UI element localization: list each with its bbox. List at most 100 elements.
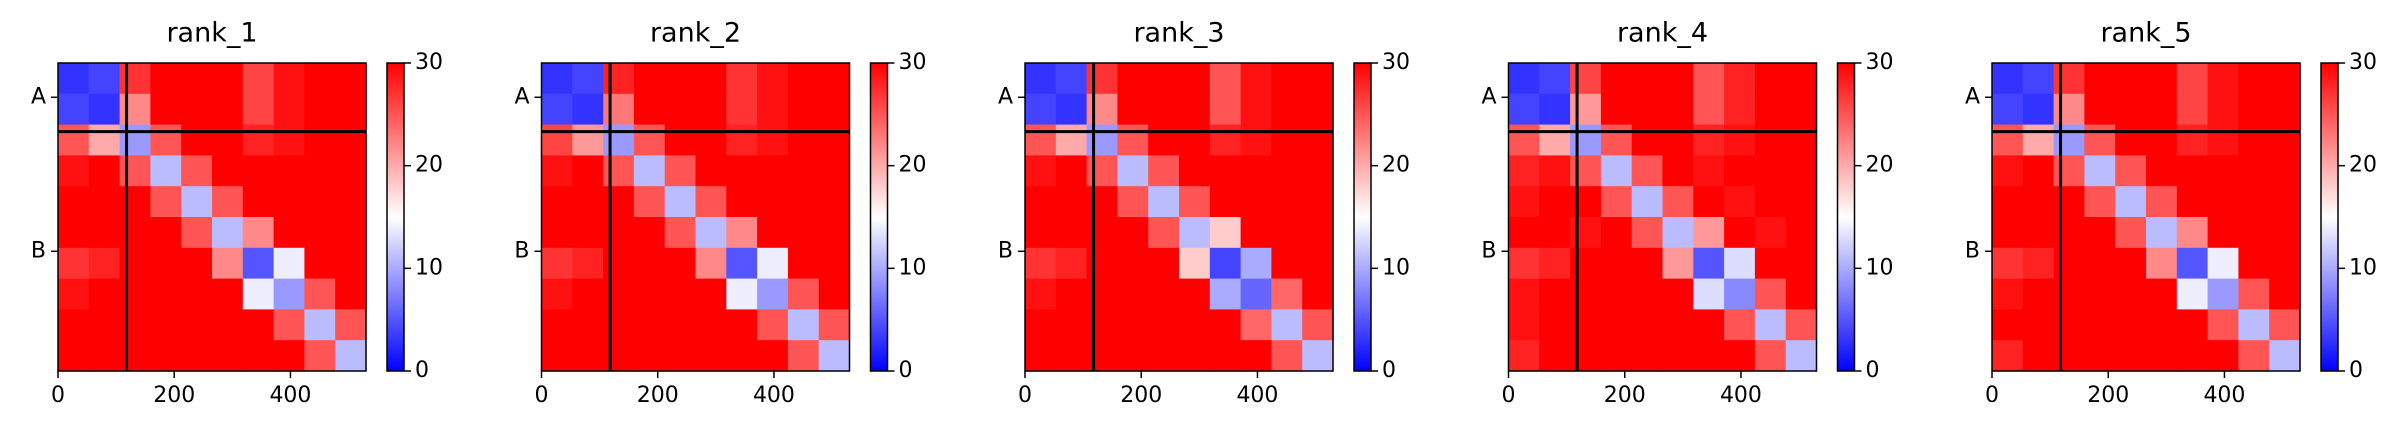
heatmap-cell — [757, 278, 789, 310]
heatmap-cell — [304, 155, 336, 187]
heatmap-cell — [2176, 93, 2209, 126]
colorbar-tick-label: 10 — [899, 255, 927, 280]
heatmap-cell — [1693, 63, 1725, 95]
heatmap-cell — [787, 247, 820, 280]
heatmap-cell — [1302, 93, 1334, 126]
heatmap-cell — [273, 63, 305, 95]
heatmap-cell — [242, 309, 275, 341]
heatmap-cell — [787, 309, 820, 341]
heatmap-cell — [2269, 186, 2301, 218]
heatmap-cell — [603, 217, 635, 249]
heatmap-cell — [2238, 247, 2270, 280]
heatmap-cell — [1302, 309, 1334, 341]
heatmap-cell — [1179, 217, 1211, 249]
heatmap-cell — [335, 217, 367, 249]
heatmap-cell — [1117, 155, 1149, 187]
heatmap-cell — [335, 278, 367, 310]
heatmap-cell — [1539, 340, 1571, 372]
colorbar-tick-label: 10 — [2349, 255, 2377, 280]
heatmap-cell — [88, 155, 121, 187]
heatmap-cell — [1992, 340, 2024, 372]
heatmap-cell — [603, 155, 635, 187]
heatmap-cell — [757, 124, 789, 156]
heatmap-cell — [2269, 309, 2301, 341]
heatmap-cell — [304, 247, 336, 280]
heatmap-cell — [541, 63, 573, 95]
heatmap-cell — [541, 186, 573, 218]
heatmap-cell — [212, 278, 244, 310]
heatmap-cell — [1600, 93, 1633, 126]
heatmap-cell — [119, 217, 151, 249]
heatmap-cell — [1662, 340, 1694, 372]
heatmap-cell — [2207, 247, 2239, 280]
heatmap-cell — [58, 63, 90, 95]
heatmap-cell — [1724, 278, 1756, 310]
heatmap-cell — [1025, 93, 1057, 126]
heatmap-cell — [2053, 186, 2085, 218]
heatmap-cell — [1086, 124, 1118, 156]
heatmap-cell — [2053, 340, 2085, 372]
heatmap-cell — [726, 340, 758, 372]
heatmap-cell — [2207, 309, 2239, 341]
heatmap-cell — [1240, 93, 1272, 126]
heatmap-cell — [1631, 217, 1664, 249]
heatmap-cell — [1631, 186, 1664, 218]
heatmap-cell — [304, 63, 336, 95]
heatmap-cell — [1117, 93, 1149, 126]
heatmap-cell — [1631, 309, 1664, 341]
heatmap-cell — [603, 278, 635, 310]
x-tick-label: 0 — [1018, 383, 1032, 408]
heatmap-cell — [603, 186, 635, 218]
heatmap-cell — [150, 340, 182, 372]
heatmap-cell — [58, 155, 90, 187]
heatmap-cell — [1055, 309, 1088, 341]
heatmap-cell — [1785, 124, 1818, 156]
heatmap-cell — [664, 124, 697, 156]
heatmap-cell — [273, 155, 305, 187]
heatmap-cell — [1600, 340, 1633, 372]
heatmap-cell — [212, 155, 244, 187]
heatmap-cell — [818, 340, 851, 372]
heatmap-cell — [1025, 278, 1057, 310]
heatmap-cell — [1785, 93, 1818, 126]
heatmap-cell — [572, 186, 604, 218]
heatmap-cell — [1754, 217, 1787, 249]
heatmap-cell — [1302, 186, 1334, 218]
heatmap-cell — [58, 309, 90, 341]
heatmap-cell — [1785, 63, 1818, 95]
heatmap-cell — [664, 247, 697, 280]
heatmap-cell — [2053, 124, 2085, 156]
heatmap-cell — [757, 309, 789, 341]
heatmap-cell — [541, 340, 573, 372]
heatmap-cell — [2022, 186, 2055, 218]
heatmap-cell — [1570, 124, 1602, 156]
heatmap-cell — [1086, 309, 1118, 341]
heatmap-cell — [212, 247, 244, 280]
heatmap-cell — [1631, 247, 1664, 280]
plot-frame — [1507, 62, 1818, 372]
heatmap-cell — [1179, 247, 1211, 280]
colorbar-tick-label: 0 — [2349, 358, 2363, 383]
heatmap-cell — [58, 186, 90, 218]
heatmap-cell — [1179, 186, 1211, 218]
heatmap-cell — [2238, 124, 2270, 156]
heatmap-cell — [633, 340, 666, 372]
heatmap-cell — [2115, 63, 2147, 95]
heatmap-cell — [58, 340, 90, 372]
x-tick-label: 200 — [2087, 383, 2129, 408]
x-tick-label: 0 — [535, 383, 549, 408]
heatmap-cell — [2053, 247, 2085, 280]
heatmap-cell — [603, 340, 635, 372]
heatmap-cell — [1662, 93, 1694, 126]
heatmap-cell — [119, 340, 151, 372]
heatmap-cell — [1240, 340, 1272, 372]
heatmap-cell — [2022, 63, 2055, 95]
heatmap-cell — [1209, 124, 1242, 156]
heatmap-cell — [119, 155, 151, 187]
heatmap-cell — [1570, 186, 1602, 218]
heatmap-cell — [787, 340, 820, 372]
heatmap-cell — [695, 124, 727, 156]
heatmap-cell — [1992, 217, 2024, 249]
heatmap-cell — [335, 247, 367, 280]
